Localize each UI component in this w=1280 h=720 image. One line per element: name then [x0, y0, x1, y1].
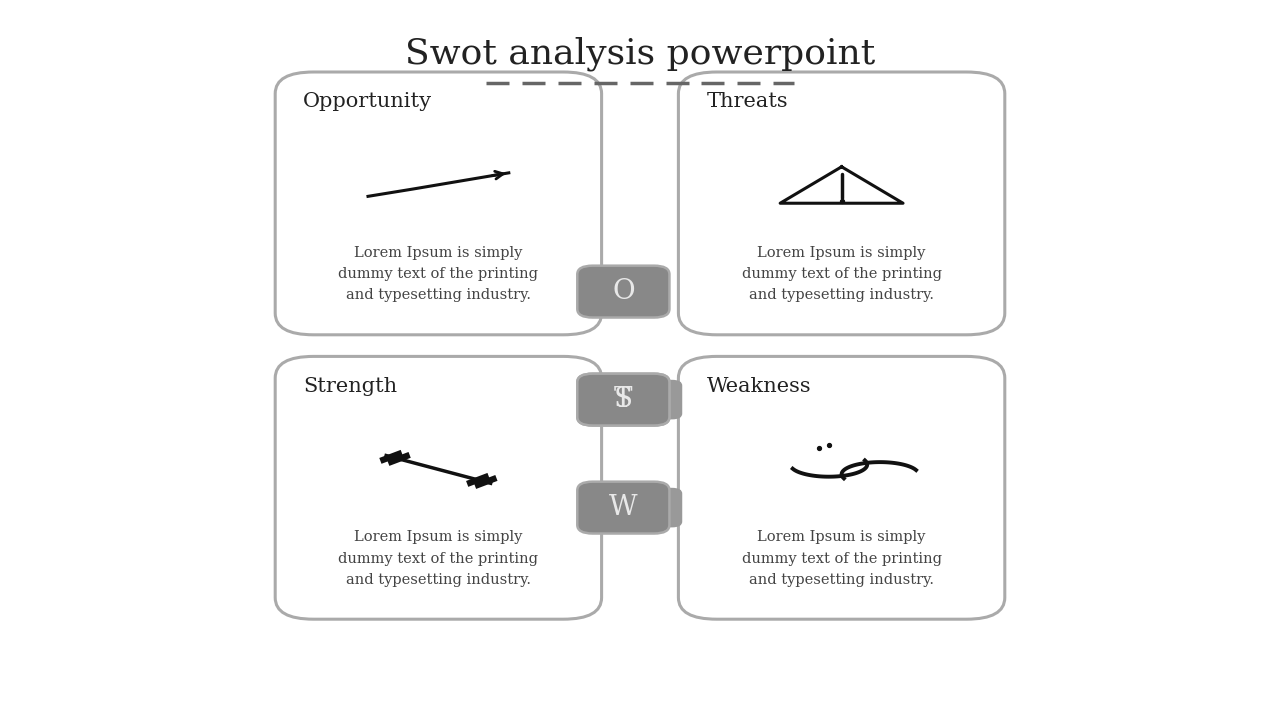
FancyBboxPatch shape	[598, 271, 623, 311]
FancyBboxPatch shape	[577, 482, 669, 534]
Text: Opportunity: Opportunity	[303, 92, 433, 111]
Text: O: O	[612, 278, 635, 305]
FancyBboxPatch shape	[275, 72, 602, 335]
Text: Lorem Ipsum is simply
dummy text of the printing
and typesetting industry.: Lorem Ipsum is simply dummy text of the …	[338, 246, 539, 302]
FancyBboxPatch shape	[577, 374, 669, 426]
FancyBboxPatch shape	[275, 356, 602, 619]
Text: S: S	[614, 386, 632, 413]
Text: Lorem Ipsum is simply
dummy text of the printing
and typesetting industry.: Lorem Ipsum is simply dummy text of the …	[338, 531, 539, 587]
FancyBboxPatch shape	[577, 266, 669, 318]
Text: Lorem Ipsum is simply
dummy text of the printing
and typesetting industry.: Lorem Ipsum is simply dummy text of the …	[741, 531, 942, 587]
Text: Weakness: Weakness	[707, 377, 812, 395]
FancyBboxPatch shape	[657, 380, 682, 419]
Text: Threats: Threats	[707, 92, 788, 111]
Text: Strength: Strength	[303, 377, 398, 395]
FancyBboxPatch shape	[678, 356, 1005, 619]
Text: W: W	[609, 494, 637, 521]
Text: Swot analysis powerpoint: Swot analysis powerpoint	[404, 37, 876, 71]
Polygon shape	[780, 167, 904, 203]
FancyBboxPatch shape	[577, 374, 669, 426]
FancyBboxPatch shape	[598, 380, 623, 419]
FancyBboxPatch shape	[657, 488, 682, 527]
FancyBboxPatch shape	[678, 72, 1005, 335]
Text: Lorem Ipsum is simply
dummy text of the printing
and typesetting industry.: Lorem Ipsum is simply dummy text of the …	[741, 246, 942, 302]
Text: T: T	[614, 386, 632, 413]
